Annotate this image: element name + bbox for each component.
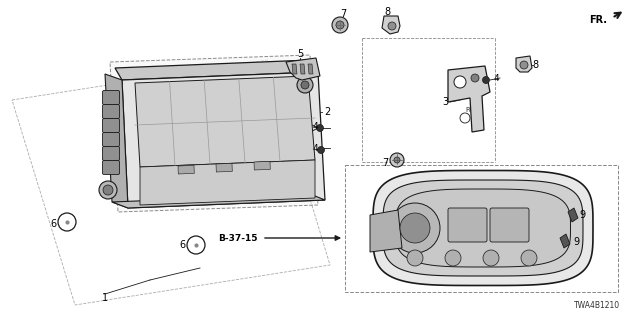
Circle shape bbox=[103, 185, 113, 195]
Bar bbox=[178, 165, 195, 174]
Polygon shape bbox=[115, 60, 318, 80]
Text: 3: 3 bbox=[442, 97, 448, 107]
Circle shape bbox=[483, 76, 490, 84]
Polygon shape bbox=[112, 194, 325, 208]
Circle shape bbox=[483, 250, 499, 266]
Text: FR.: FR. bbox=[589, 15, 607, 25]
Circle shape bbox=[336, 21, 344, 29]
FancyBboxPatch shape bbox=[102, 118, 120, 132]
FancyBboxPatch shape bbox=[102, 105, 120, 118]
Circle shape bbox=[388, 22, 396, 30]
Circle shape bbox=[317, 147, 324, 154]
Polygon shape bbox=[286, 58, 320, 80]
Polygon shape bbox=[110, 55, 318, 212]
Polygon shape bbox=[383, 180, 583, 276]
Text: 1: 1 bbox=[102, 293, 108, 303]
Circle shape bbox=[394, 157, 400, 163]
Text: 2: 2 bbox=[324, 107, 330, 117]
Text: 4: 4 bbox=[312, 122, 318, 131]
Circle shape bbox=[454, 76, 466, 88]
Text: 8: 8 bbox=[532, 60, 538, 70]
Circle shape bbox=[301, 81, 309, 89]
Text: 5: 5 bbox=[297, 49, 303, 59]
Circle shape bbox=[317, 124, 323, 132]
FancyBboxPatch shape bbox=[102, 132, 120, 147]
Polygon shape bbox=[560, 234, 570, 248]
Bar bbox=[216, 164, 232, 172]
Polygon shape bbox=[568, 208, 578, 222]
Text: R: R bbox=[466, 107, 470, 113]
Text: B-37-15: B-37-15 bbox=[218, 234, 258, 243]
Polygon shape bbox=[140, 160, 315, 205]
Circle shape bbox=[521, 250, 537, 266]
FancyBboxPatch shape bbox=[490, 208, 529, 242]
Text: TWA4B1210: TWA4B1210 bbox=[574, 301, 620, 310]
FancyBboxPatch shape bbox=[102, 161, 120, 174]
Circle shape bbox=[407, 250, 423, 266]
FancyBboxPatch shape bbox=[102, 147, 120, 161]
Text: 7: 7 bbox=[382, 158, 388, 168]
Circle shape bbox=[297, 77, 313, 93]
Circle shape bbox=[520, 61, 528, 69]
Circle shape bbox=[390, 203, 440, 253]
Polygon shape bbox=[308, 64, 313, 74]
Text: 4: 4 bbox=[312, 143, 318, 153]
Circle shape bbox=[400, 213, 430, 243]
Circle shape bbox=[445, 250, 461, 266]
Polygon shape bbox=[122, 72, 325, 208]
Polygon shape bbox=[382, 16, 400, 34]
Circle shape bbox=[58, 213, 76, 231]
Polygon shape bbox=[105, 74, 128, 208]
Circle shape bbox=[471, 74, 479, 82]
Circle shape bbox=[460, 113, 470, 123]
Circle shape bbox=[332, 17, 348, 33]
Bar bbox=[254, 162, 270, 170]
Text: 6: 6 bbox=[179, 240, 185, 250]
Text: 4: 4 bbox=[493, 74, 499, 83]
Polygon shape bbox=[448, 66, 490, 132]
FancyBboxPatch shape bbox=[448, 208, 487, 242]
Text: 9: 9 bbox=[573, 237, 579, 247]
Polygon shape bbox=[135, 76, 315, 167]
Polygon shape bbox=[516, 56, 532, 72]
Polygon shape bbox=[300, 64, 305, 74]
Text: 9: 9 bbox=[579, 210, 585, 220]
Circle shape bbox=[390, 153, 404, 167]
Polygon shape bbox=[373, 171, 593, 285]
Circle shape bbox=[187, 236, 205, 254]
Polygon shape bbox=[396, 189, 570, 267]
Polygon shape bbox=[292, 64, 297, 74]
Text: 8: 8 bbox=[384, 7, 390, 17]
Text: 7: 7 bbox=[340, 9, 346, 19]
FancyBboxPatch shape bbox=[102, 91, 120, 105]
Circle shape bbox=[99, 181, 117, 199]
Text: 6: 6 bbox=[50, 219, 56, 229]
Polygon shape bbox=[370, 210, 402, 252]
